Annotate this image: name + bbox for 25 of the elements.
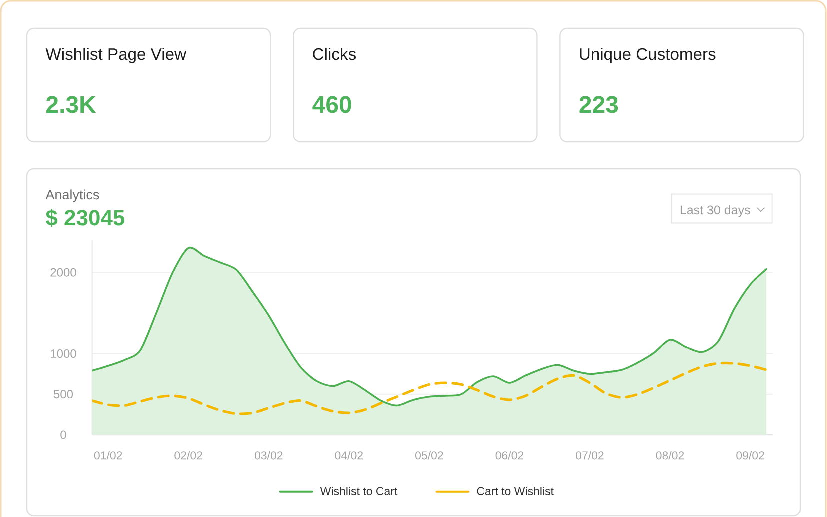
chart-subtitle: $ 23045 <box>46 209 125 228</box>
legend-label: Cart to Wishlist <box>477 487 554 496</box>
y-tick-label: 500 <box>54 390 74 399</box>
x-tick-label: 09/02 <box>736 451 764 460</box>
x-tick-label: 02/02 <box>174 451 202 460</box>
text: Wishlist Page View <box>46 48 187 64</box>
x-tick-label: 01/02 <box>94 451 122 460</box>
x-tick-label: 04/02 <box>335 451 363 460</box>
text: Clicks <box>313 48 356 60</box>
x-tick-label: 07/02 <box>576 451 604 460</box>
text: Last 30 days <box>680 205 750 218</box>
text: 460 <box>312 96 352 114</box>
legend-label: Wishlist to Cart <box>320 487 398 496</box>
line-series <box>92 362 768 416</box>
y-tick-label: 2000 <box>50 268 76 277</box>
chart-title: Analytics <box>46 190 100 202</box>
x-tick-label: 06/02 <box>496 451 524 460</box>
text: 2.3K <box>46 96 96 114</box>
x-tick-label: 03/02 <box>254 451 283 460</box>
y-tick-label: 0 <box>60 430 66 440</box>
x-tick-label: 05/02 <box>416 451 444 460</box>
text: 223 <box>580 96 618 114</box>
y-tick-label: 1000 <box>51 350 76 358</box>
text: Unique Customers <box>580 48 716 64</box>
x-tick-label: 08/02 <box>656 451 684 460</box>
